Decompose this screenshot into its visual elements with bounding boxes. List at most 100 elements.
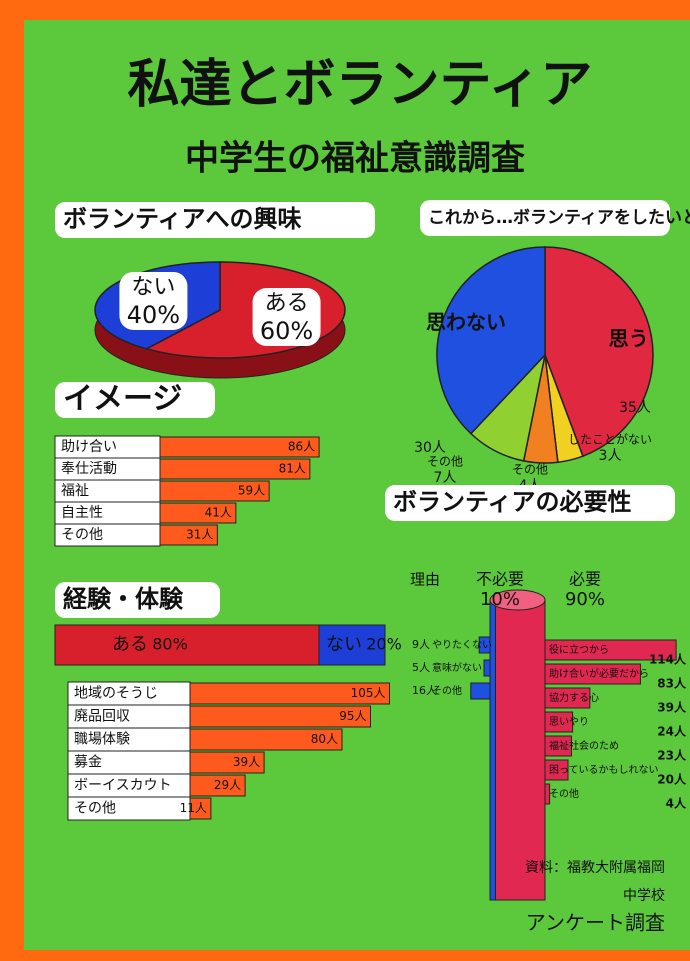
subtitle: 中学生の福祉意識調査	[185, 139, 525, 179]
bar	[189, 751, 265, 774]
section-heading: 経験・体験	[63, 585, 184, 613]
bar	[189, 705, 371, 728]
reason-text: 協力する心	[549, 691, 599, 704]
category-label: 自主性	[61, 505, 103, 521]
value-label: 29人	[214, 778, 241, 792]
slice-label: 思う	[609, 326, 649, 350]
reason-text: 困っているかもしれない	[549, 764, 659, 776]
slice-value: 60%	[260, 317, 313, 345]
reason-text: 助け合いが必要だから	[549, 667, 649, 680]
category-label: 助け合い	[61, 439, 117, 455]
bar	[470, 682, 491, 700]
slice-label: ある	[265, 291, 309, 316]
bar	[159, 502, 237, 524]
split-label: ない	[326, 634, 362, 655]
value-label: 11人	[180, 801, 207, 815]
title: 私達とボランティア	[128, 55, 593, 115]
slice-label: ない	[131, 275, 175, 300]
value-label: 81人	[279, 462, 306, 476]
value-label: 20人	[657, 772, 687, 787]
bar	[544, 687, 591, 709]
bar	[478, 636, 491, 654]
bar	[544, 711, 574, 733]
value-label: 83人	[657, 676, 687, 691]
value-label: 4人	[666, 796, 687, 811]
split-value: 10%	[480, 589, 520, 610]
value-label: 23人	[657, 748, 687, 763]
bar	[189, 728, 343, 751]
reason-text: 思いやり	[549, 716, 589, 728]
slice-value: 7人	[434, 470, 457, 486]
bar	[159, 458, 311, 480]
label-bg	[119, 271, 188, 330]
source-line: アンケート調査	[526, 911, 665, 935]
value-label: 39人	[233, 755, 260, 769]
slice-label: その他	[427, 455, 463, 469]
bar	[189, 774, 246, 797]
bar	[544, 663, 641, 685]
bar	[189, 682, 390, 705]
reason-text: その他	[549, 787, 579, 800]
bar	[159, 436, 320, 458]
slice-value: 35人	[619, 400, 651, 416]
slice-value: 30人	[414, 440, 446, 456]
category-label: 廃品回収	[74, 708, 130, 725]
split-bar	[54, 624, 320, 666]
reason-text: 役に立つから	[549, 643, 609, 656]
category-label: 地域のそうじ	[74, 686, 158, 702]
cylinder-top	[489, 589, 546, 611]
cylinder	[495, 599, 546, 901]
category-label: 募金	[74, 755, 102, 771]
value-label: 59人	[238, 484, 265, 498]
pie-slice	[436, 246, 546, 435]
heading-box	[55, 202, 375, 238]
slice-label: その他	[512, 463, 548, 477]
reason-text: 意味がない	[432, 661, 482, 674]
slice-value: 3人	[599, 448, 622, 464]
source-line: 中学校	[623, 887, 665, 904]
heading-box	[55, 382, 215, 418]
value-label: 5人	[412, 661, 430, 674]
split-label: 不必要	[476, 570, 524, 589]
reason-text: その他	[432, 684, 462, 697]
reason-label: 理由	[410, 571, 440, 589]
value-label: 80人	[311, 732, 338, 746]
section-heading: ボランティアの必要性	[393, 488, 632, 516]
bar	[159, 480, 270, 502]
bar	[544, 639, 677, 661]
bar	[544, 759, 569, 781]
source-line: 資料：福教大附属福岡	[525, 860, 665, 876]
pie-slice	[544, 246, 654, 458]
value-label: 105人	[351, 686, 386, 700]
value-label: 114人	[649, 652, 687, 667]
slice-label: したことがない	[568, 432, 652, 447]
heading-box	[420, 200, 670, 236]
split-value: 80%	[152, 635, 188, 654]
category-label: 福祉	[61, 483, 89, 499]
category-label: その他	[74, 801, 116, 817]
bar	[483, 659, 491, 677]
value-label: 16人	[412, 684, 437, 697]
heading-box	[385, 485, 675, 521]
split-label: ある	[112, 634, 148, 655]
bar	[544, 735, 572, 757]
value-label: 31人	[186, 528, 213, 542]
split-bar	[318, 624, 386, 666]
value-label: 24人	[657, 724, 687, 739]
split-value: 90%	[565, 589, 605, 610]
heading-box	[55, 582, 220, 618]
reason-text: やりたくない	[432, 639, 492, 651]
split-value: 20%	[366, 635, 402, 654]
reason-text: 福祉社会のため	[549, 739, 619, 752]
value-label: 9人	[412, 638, 430, 651]
slice-label: 思わない	[426, 310, 506, 334]
value-label: 95人	[339, 709, 366, 723]
value-label: 39人	[657, 700, 687, 715]
category-label: その他	[61, 527, 103, 543]
section-heading: イメージ	[63, 382, 182, 417]
slice-value: 40%	[127, 301, 180, 329]
label-bg	[252, 288, 321, 347]
split-label: 必要	[569, 570, 601, 589]
value-label: 86人	[288, 440, 315, 454]
